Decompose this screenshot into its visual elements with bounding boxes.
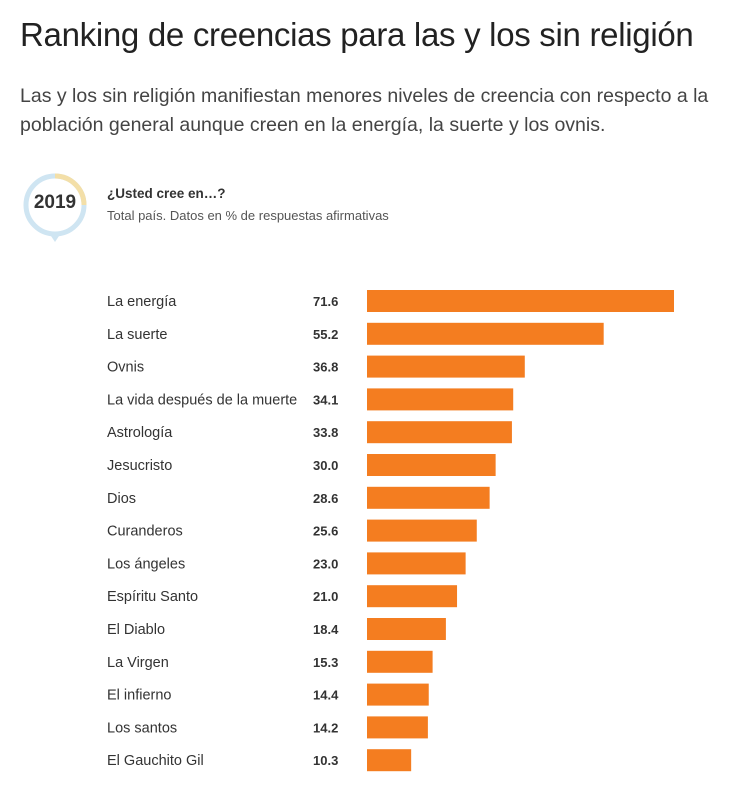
question-subtitle: Total país. Datos en % de respuestas afi… xyxy=(107,208,389,223)
question-title: ¿Usted cree en…? xyxy=(107,186,226,201)
bar xyxy=(367,716,428,739)
category-label: El Diablo xyxy=(107,622,165,638)
bar xyxy=(367,355,525,378)
value-label: 33.8 xyxy=(313,425,338,440)
category-label: Curanderos xyxy=(107,524,183,540)
value-label: 14.4 xyxy=(313,688,339,703)
value-label: 28.6 xyxy=(313,491,338,506)
bar xyxy=(367,290,674,312)
category-label: El Gauchito Gil xyxy=(107,753,204,769)
bar xyxy=(367,486,490,509)
category-label: Dios xyxy=(107,491,136,507)
chart-subtitle: Las y los sin religión manifiestan menor… xyxy=(20,85,709,136)
value-label: 18.4 xyxy=(313,622,339,637)
category-label: Jesucristo xyxy=(107,458,172,474)
category-label: La Virgen xyxy=(107,655,169,671)
bar xyxy=(367,421,512,444)
category-label: Los santos xyxy=(107,720,177,736)
value-label: 15.3 xyxy=(313,655,338,670)
bar xyxy=(367,683,429,706)
year-badge: 2019 xyxy=(22,170,88,246)
bar xyxy=(367,322,604,345)
bar xyxy=(367,454,496,476)
bar xyxy=(367,585,458,608)
category-label: La energía xyxy=(107,294,177,310)
value-label: 55.2 xyxy=(313,327,338,342)
category-label: El infierno xyxy=(107,688,171,704)
year-badge-ring xyxy=(23,173,87,242)
bar xyxy=(367,650,433,673)
value-label: 10.3 xyxy=(313,753,338,768)
value-label: 34.1 xyxy=(313,392,338,407)
bar-chart: La energía 71.6 La suerte 55.2 Ovnis 36.8 La v… xyxy=(107,290,674,772)
year-label: 2019 xyxy=(33,192,77,213)
value-label: 30.0 xyxy=(313,458,338,473)
value-label: 71.6 xyxy=(313,294,338,309)
chart-title: Ranking de creencias para las y los sin … xyxy=(20,16,694,53)
category-label: Ovnis xyxy=(107,360,144,376)
value-label: 36.8 xyxy=(313,360,338,375)
bar xyxy=(367,618,446,640)
bar xyxy=(367,749,412,772)
value-label: 23.0 xyxy=(313,556,338,571)
value-label: 14.2 xyxy=(313,720,338,735)
category-label: Astrología xyxy=(107,425,173,441)
category-label: Espíritu Santo xyxy=(107,589,198,605)
value-label: 21.0 xyxy=(313,589,338,604)
bar xyxy=(367,388,514,411)
category-label: La suerte xyxy=(107,327,167,343)
bar xyxy=(367,552,466,575)
category-label: La vida después de la muerte xyxy=(107,392,297,408)
bar xyxy=(367,519,477,542)
category-label: Los ángeles xyxy=(107,556,185,572)
value-label: 25.6 xyxy=(313,524,338,539)
